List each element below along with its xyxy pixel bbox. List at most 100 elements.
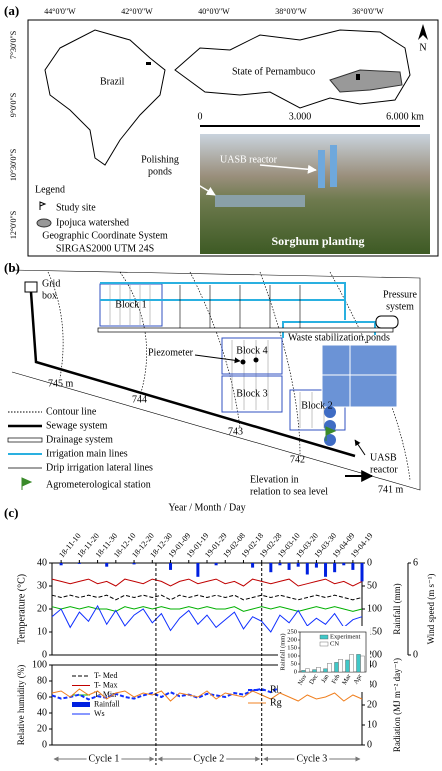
legend-item: Sewage system <box>46 420 108 431</box>
crs-text: Geographic Coordinate System <box>42 230 168 241</box>
inset-bar <box>301 670 306 673</box>
y2-axis-title: Radiation (MJ m⁻² day⁻¹) <box>392 658 402 752</box>
lon-tick-label: 36°0'0"W <box>352 7 384 16</box>
rain-bar <box>351 563 355 570</box>
block <box>289 389 346 431</box>
rain-bar <box>314 563 318 568</box>
lon-ticks: 44°0'0"W 42°0'0"W 40°0'0"W 38°0'0"W 36°0'0"W <box>44 7 384 16</box>
drainage-ticks <box>179 285 301 328</box>
rain-bar <box>251 563 255 568</box>
label: reactor <box>370 464 398 475</box>
inset-bar <box>327 663 332 673</box>
block <box>221 375 283 413</box>
x-axis-title: Year / Month / Day <box>168 502 245 513</box>
y-tick-label: 10 <box>37 626 47 637</box>
rain-bar <box>169 563 173 570</box>
y-tick-label: 30 <box>37 580 47 591</box>
rain-bar <box>278 563 282 566</box>
pressure-tank <box>375 315 399 329</box>
legend-label: Ws <box>94 709 105 718</box>
rain-bar <box>296 563 300 567</box>
contour-label: 742 <box>290 454 305 465</box>
drainage <box>97 327 394 333</box>
inset-legend-label: Experiment <box>330 633 361 640</box>
inset-bar <box>356 654 361 673</box>
legend-watershed-icon <box>36 218 52 228</box>
sewage-line <box>29 291 356 458</box>
cycle-label: Cycle 2 <box>193 753 224 764</box>
piezometer <box>253 357 259 363</box>
series-line <box>51 688 363 702</box>
watershed <box>329 69 403 93</box>
site-outline <box>11 269 421 491</box>
inset-bar <box>316 667 321 673</box>
y-tick-label: 60 <box>37 691 47 702</box>
study-site <box>356 74 360 80</box>
y3-axis-title: Wind speed (m s⁻¹) <box>426 574 436 645</box>
piezometer <box>240 359 246 365</box>
legend-title: Legend <box>35 184 65 195</box>
rain-bar <box>196 563 200 577</box>
photo-pond <box>215 195 305 207</box>
panel-label: (b) <box>4 260 20 275</box>
cycle-label: Cycle 1 <box>89 753 120 764</box>
y2-tick-label: 0 <box>367 557 372 568</box>
series-line <box>51 604 363 633</box>
inset-frame <box>299 631 367 673</box>
inset-x-label: Mar <box>341 673 353 687</box>
station <box>325 426 337 441</box>
y2-tick-label: 30 <box>367 679 377 690</box>
inset-bar <box>323 668 328 673</box>
cycle-label: Cycle 3 <box>296 753 327 764</box>
legend-site-icon <box>39 201 47 210</box>
rain-bar <box>324 563 328 577</box>
inset-tick-label: 50 <box>291 660 298 667</box>
photo-label: Polishing <box>141 154 179 165</box>
north-label: N <box>419 42 426 53</box>
rain-bar <box>342 563 346 566</box>
y2-tick-label: 50 <box>367 580 377 591</box>
arrow <box>259 164 317 174</box>
legend-item: Drainage system <box>46 434 113 445</box>
rain-bar <box>132 563 136 565</box>
inset-tick-label: 150 <box>287 644 297 651</box>
legend-label: Rainfall <box>94 699 121 708</box>
y-tick-label: 0 <box>42 649 47 660</box>
y-tick-label: 80 <box>37 675 47 686</box>
b-legend-symbols <box>7 411 43 490</box>
inset-bar <box>305 668 310 673</box>
inset-x-label: Dec <box>308 673 319 686</box>
lat-tick-label: 9°0'0"S <box>9 93 18 117</box>
legend-label: Rh <box>270 684 282 695</box>
lat-ticks: 7°30'0"S 9°0'0"S 10°30'0"S 12°0'0"S <box>9 31 18 239</box>
legend-label: T- Min <box>94 690 116 699</box>
rain-bar <box>333 563 337 573</box>
contour-label: 744 <box>132 394 147 405</box>
series-line <box>51 578 363 587</box>
legend-item: Irrigation main lines <box>46 448 128 459</box>
inset-legend-swatch <box>319 641 329 647</box>
panel-b: (b) Contour line Sewage system Drainage … <box>4 260 421 497</box>
y2-tick-label: 20 <box>367 699 377 710</box>
label: Elevation in <box>250 474 299 485</box>
map-frame <box>27 19 439 257</box>
y2-axis-title: Rainfall (mm) <box>392 583 402 634</box>
inset-bar <box>360 655 365 673</box>
contour-label: 743 <box>228 426 243 437</box>
arrow <box>194 354 241 364</box>
inset-legend-swatch <box>319 634 329 640</box>
block-label: Block 2 <box>301 400 332 411</box>
lat-tick-label: 7°30'0"S <box>9 31 18 59</box>
y-tick-label: 20 <box>37 603 47 614</box>
scale-label: 3.000 <box>289 111 312 122</box>
lon-tick-label: 44°0'0"W <box>44 7 76 16</box>
photo-caption: Sorghum planting <box>271 234 364 248</box>
label: Grid <box>42 278 60 289</box>
y-axis-title: Temperature (°C) <box>16 574 27 644</box>
photo <box>200 134 430 254</box>
photo-label: ponds <box>148 166 172 177</box>
contour-label: 741 m <box>378 484 404 495</box>
inset-bar <box>334 662 339 673</box>
y3-tick-label: 6 <box>413 557 418 568</box>
